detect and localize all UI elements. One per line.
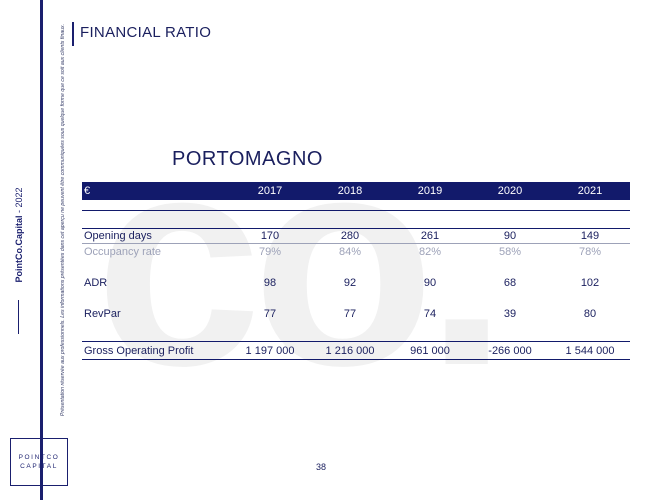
year-header: 2017: [257, 185, 283, 197]
left-accent-bar: [40, 0, 43, 500]
row-value: 961 000: [410, 344, 450, 357]
table-header: € 2017 2018 2019 2020 2021: [82, 182, 630, 200]
page-number: 38: [316, 462, 327, 472]
year-header: 2018: [337, 185, 363, 197]
row-label: ADR: [84, 276, 108, 289]
row-value: 68: [503, 276, 517, 289]
row-label: RevPar: [84, 307, 121, 320]
row-value: 1 544 000: [565, 344, 615, 357]
row-value: 1 197 000: [245, 344, 295, 357]
table-divider: [82, 243, 630, 244]
table-divider: [82, 359, 630, 360]
row-value: 77: [343, 307, 357, 320]
table-row: Opening days 170 280 261 90 149: [82, 228, 630, 243]
table-row: ADR 98 92 90 68 102: [82, 275, 630, 290]
row-value: 77: [263, 307, 277, 320]
company-logo: POINTCO CAPITAL: [10, 438, 68, 486]
row-value: 92: [343, 276, 357, 289]
row-value: 39: [503, 307, 517, 320]
page-title: FINANCIAL RATIO: [80, 24, 212, 41]
table-divider: [82, 341, 630, 342]
row-value: 79%: [258, 245, 282, 258]
brand-name: PointCo.Capital: [14, 215, 24, 283]
hotel-name: PORTOMAGNO: [172, 148, 323, 170]
row-value: 98: [263, 276, 277, 289]
row-value: 170: [260, 229, 280, 242]
sidebar-divider: [18, 300, 19, 334]
sidebar-brand: PointCo.Capital - 2022: [4, 185, 34, 285]
watermark: co.: [95, 92, 508, 428]
table-row: Gross Operating Profit 1 197 000 1 216 0…: [82, 342, 630, 359]
row-value: 102: [580, 276, 600, 289]
row-label: Opening days: [84, 229, 152, 242]
logo-line-1: POINTCO: [18, 454, 60, 461]
year-header: 2020: [497, 185, 523, 197]
row-value: 84%: [338, 245, 362, 258]
row-value: 90: [503, 229, 517, 242]
year-header: 2021: [577, 185, 603, 197]
row-value: 149: [580, 229, 600, 242]
row-value: 58%: [498, 245, 522, 258]
row-value: 74: [423, 307, 437, 320]
row-value: 78%: [578, 245, 602, 258]
row-value: -266 000: [488, 344, 532, 357]
disclaimer: Présentation réservée aux professionnels…: [48, 0, 78, 440]
financial-table: € 2017 2018 2019 2020 2021 Opening days …: [82, 182, 630, 360]
row-value: 82%: [418, 245, 442, 258]
row-label: Occupancy rate: [84, 245, 162, 258]
row-value: 280: [340, 229, 360, 242]
brand-separator: -: [14, 207, 24, 216]
row-value: 90: [423, 276, 437, 289]
currency-header: €: [84, 185, 91, 197]
table-row: Occupancy rate 79% 84% 82% 58% 78%: [82, 244, 630, 259]
row-value: 261: [420, 229, 440, 242]
header-rule: [72, 22, 74, 46]
table-row: RevPar 77 77 74 39 80: [82, 306, 630, 321]
disclaimer-text: Présentation réservée aux professionnels…: [60, 23, 66, 417]
year-header: 2019: [417, 185, 443, 197]
table-divider: [82, 228, 630, 229]
logo-line-2: CAPITAL: [20, 463, 58, 470]
row-label: Gross Operating Profit: [84, 344, 194, 357]
row-value: 80: [583, 307, 597, 320]
brand-year: 2022: [14, 187, 24, 208]
table-divider: [82, 210, 630, 211]
row-value: 1 216 000: [325, 344, 375, 357]
